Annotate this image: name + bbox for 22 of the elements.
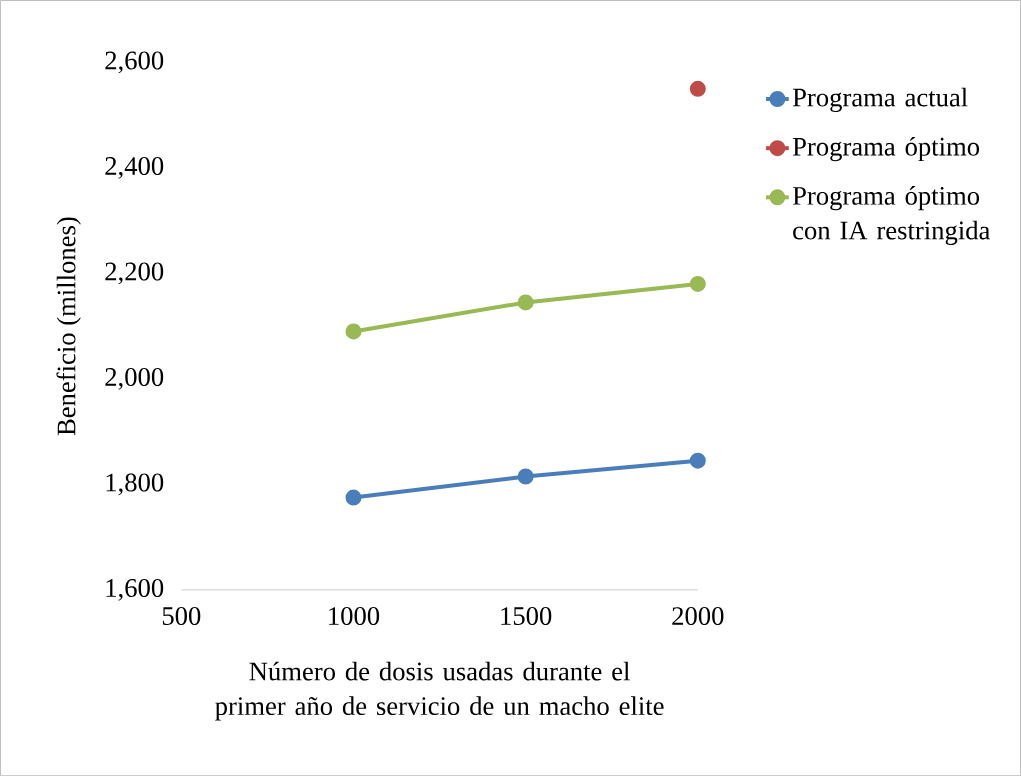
point	[689, 452, 706, 469]
y-axis-title: Beneficio (millones)	[56, 217, 81, 436]
x-tick-label: 500	[162, 606, 201, 625]
legend-label: Programa óptimo	[792, 136, 980, 162]
x-tick-label: 1000	[329, 606, 380, 625]
x-tick-label: 2000	[672, 606, 724, 625]
legend-label: Programa actual	[792, 87, 968, 112]
x-tick-label: 1500	[501, 606, 552, 625]
point	[689, 80, 706, 97]
point	[345, 489, 362, 506]
point	[517, 468, 534, 485]
y-tick-label: 1,800	[106, 473, 164, 496]
x-axis-title: Número de dosis usadas durante el primer año de servicio de un macho elite	[215, 661, 664, 721]
y-tick-label: 2,600	[105, 51, 164, 74]
y-tick-label: 1,600	[106, 578, 164, 601]
legend-label: Programa óptimo con IA restringida	[792, 185, 990, 245]
y-tick-label: 2,200	[105, 262, 164, 285]
y-tick-label: 2,000	[105, 367, 164, 390]
point	[517, 294, 534, 311]
y-tick-label: 2,400	[105, 156, 164, 179]
point	[689, 275, 706, 292]
point	[345, 323, 362, 340]
